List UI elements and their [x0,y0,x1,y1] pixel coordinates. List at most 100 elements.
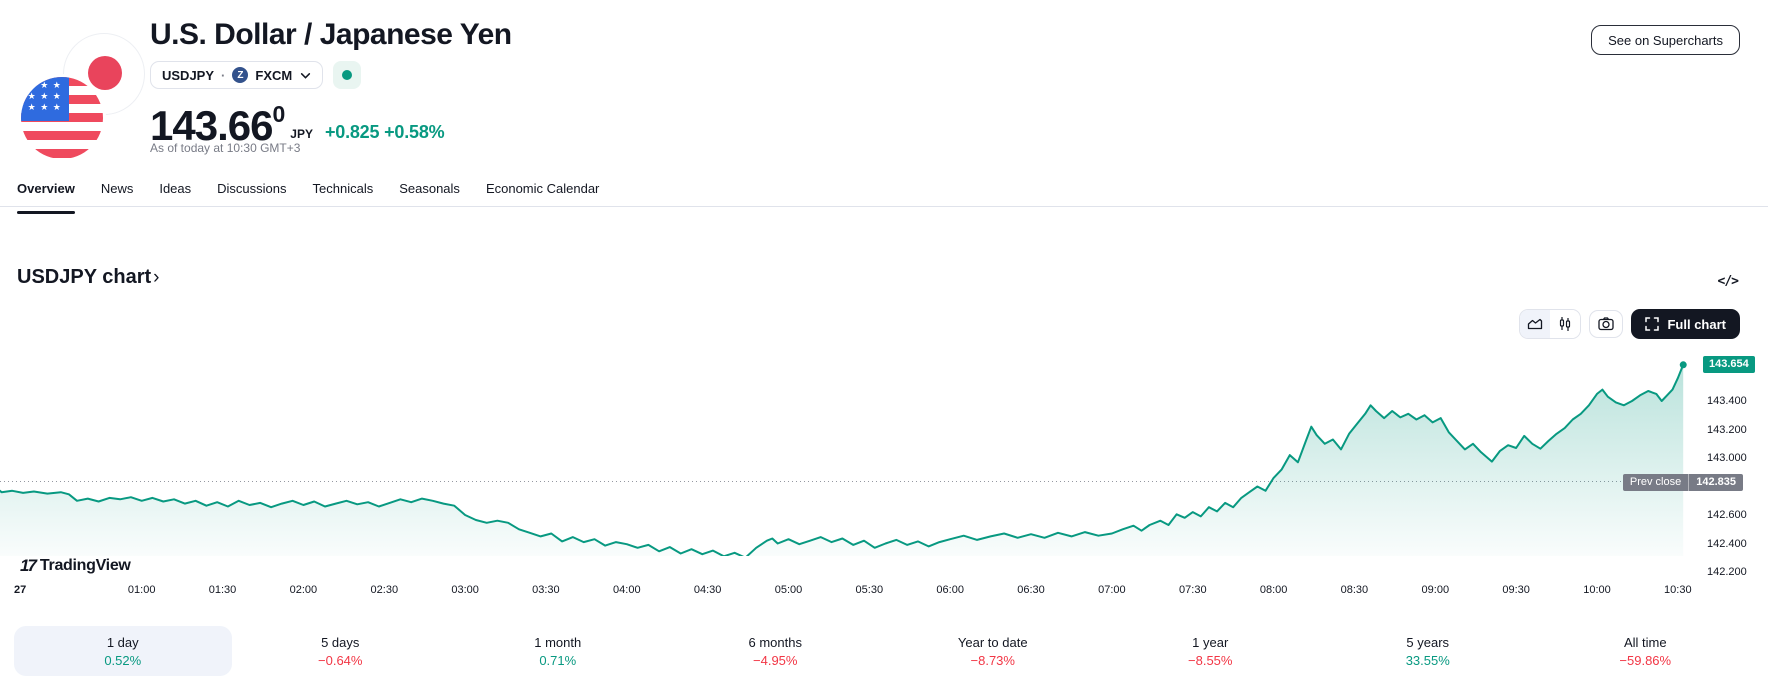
perf-1-day[interactable]: 1 day 0.52% [14,626,232,676]
time-axis-label: 05:00 [774,584,803,596]
perf-6-months[interactable]: 6 months −4.95% [667,626,885,676]
chart-section-heading-link[interactable]: USDJPY chart › [17,266,159,289]
time-axis-label: 04:00 [613,584,641,596]
price-axis-label: 143.000 [1707,452,1747,464]
time-axis-label: 02:00 [289,584,318,596]
chart-price-line [0,363,1685,556]
as-of-timestamp: As of today at 10:30 GMT+3 [150,141,301,155]
full-chart-label: Full chart [1667,316,1726,332]
fullscreen-icon [1645,317,1660,331]
perf-period-label: 1 day [106,634,139,650]
time-axis-label: 07:00 [1098,584,1126,596]
symbol-code: USDJPY [162,67,215,83]
page-title: U.S. Dollar / Japanese Yen [150,18,512,51]
perf-year-to-date[interactable]: Year to date −8.73% [884,626,1102,676]
tab-overview[interactable]: Overview [17,181,75,214]
time-axis-label: 03:30 [532,584,560,596]
time-axis-label: 03:00 [451,584,479,596]
chevron-down-icon [300,70,311,81]
perf-period-value: −8.73% [970,652,1015,668]
tradingview-logo-icon: 17 [20,556,37,575]
perf-period-value: −4.95% [753,652,798,668]
perf-period-value: −59.86% [1619,652,1672,668]
time-axis-label: 07:30 [1179,584,1207,596]
market-open-dot-icon [342,70,353,80]
separator-dot: · [221,67,226,83]
candles-chart-type-button[interactable] [1550,310,1581,338]
chart-toolbar: Full chart [1519,309,1740,339]
area-chart-type-button[interactable] [1520,310,1551,338]
perf-all-time[interactable]: All time −59.86% [1537,626,1755,676]
us-flag-canton: ★ ★ ★ ★ ★ ★ ★ ★ ★ [21,77,69,122]
price-subpip: 0 [272,101,285,127]
time-axis-label: 06:00 [936,584,964,596]
price-axis-label: 142.200 [1707,566,1747,578]
price-chart-canvas[interactable] [0,316,1704,556]
perf-period-label: 5 days [321,634,360,650]
perf-period-value: 0.52% [104,652,142,668]
time-axis-label: 05:30 [855,584,884,596]
performance-period-strip: 1 day 0.52% 5 days −0.64% 1 month 0.71% 6 mont… [14,626,1754,676]
time-axis-label: 06:30 [1017,584,1045,596]
time-axis-label: 10:30 [1664,584,1692,596]
chart-area-fill [0,364,1684,556]
perf-period-label: All time [1623,634,1667,650]
tab-discussions[interactable]: Discussions [217,181,287,196]
time-axis-label: 27 [14,584,27,596]
tab-technicals[interactable]: Technicals [312,181,374,196]
embed-code-icon[interactable]: </> [1717,274,1740,289]
symbol-switcher[interactable]: USDJPY · Z FXCM [150,61,324,89]
last-price-axis-badge: 143.654 [1703,355,1755,373]
perf-period-label: Year to date [957,634,1028,650]
price-change: +0.825 +0.58% [324,122,445,142]
prev-close-value: 142.835 [1688,473,1743,491]
perf-5-years[interactable]: 5 years 33.55% [1319,626,1537,676]
tab-news[interactable]: News [100,181,134,196]
price-axis-label: 142.400 [1707,537,1747,550]
perf-period-value: −0.64% [318,652,363,668]
time-axis-label: 01:30 [208,584,237,596]
chevron-right-icon: › [153,266,160,288]
perf-period-label: 1 year [1192,634,1229,650]
price-axis-label: 143.200 [1707,423,1747,436]
full-chart-button[interactable]: Full chart [1631,309,1740,339]
us-flag-icon: ★ ★ ★ ★ ★ ★ ★ ★ ★ [18,74,106,162]
time-axis: 27 01:00 01:30 02:00 02:30 03:00 03:30 04:00 04:… [0,584,1704,598]
exchange-logo-icon: Z [232,67,249,83]
time-axis-label: 09:30 [1502,584,1530,596]
price-row: 143.660 JPY +0.825 +0.58% [150,92,445,149]
price-currency: JPY [290,127,313,141]
see-on-supercharts-button[interactable]: See on Supercharts [1591,25,1740,55]
time-axis-label: 04:30 [693,584,722,596]
tab-ideas[interactable]: Ideas [159,181,192,196]
time-axis-label: 01:00 [127,584,156,596]
perf-1-year[interactable]: 1 year −8.55% [1102,626,1320,676]
chart-type-segmented-control [1519,309,1582,339]
time-axis-label: 02:30 [370,584,399,596]
perf-1-month[interactable]: 1 month 0.71% [449,626,667,676]
perf-5-days[interactable]: 5 days −0.64% [232,626,450,676]
exchange-name: FXCM [255,67,293,83]
snapshot-camera-button[interactable] [1589,310,1624,338]
japan-flag-sun [88,56,122,90]
tab-seasonals[interactable]: Seasonals [399,181,460,196]
perf-period-label: 6 months [748,634,802,650]
time-axis-label: 08:30 [1340,584,1369,596]
tab-bar: Overview News Ideas Discussions Technicals Se… [0,181,1768,214]
last-price: 143.660 [150,101,285,149]
tradingview-wordmark: TradingView [39,557,131,574]
perf-period-label: 1 month [534,634,582,650]
market-status-badge[interactable] [333,61,362,89]
time-axis-label: 09:00 [1421,584,1450,596]
perf-period-value: 0.71% [539,652,577,668]
time-axis-label: 10:00 [1583,584,1611,596]
tradingview-watermark-link[interactable]: 17 TradingView [20,556,131,576]
prev-close-badge: Prev close 142.835 [1622,473,1743,491]
last-price-dot [1679,361,1687,369]
time-axis-label: 08:00 [1259,584,1288,596]
price-axis-label: 143.400 [1707,395,1747,407]
chart-heading-text: USDJPY chart [17,266,152,288]
perf-period-value: −8.55% [1188,652,1233,668]
tab-economic-calendar[interactable]: Economic Calendar [485,181,600,196]
